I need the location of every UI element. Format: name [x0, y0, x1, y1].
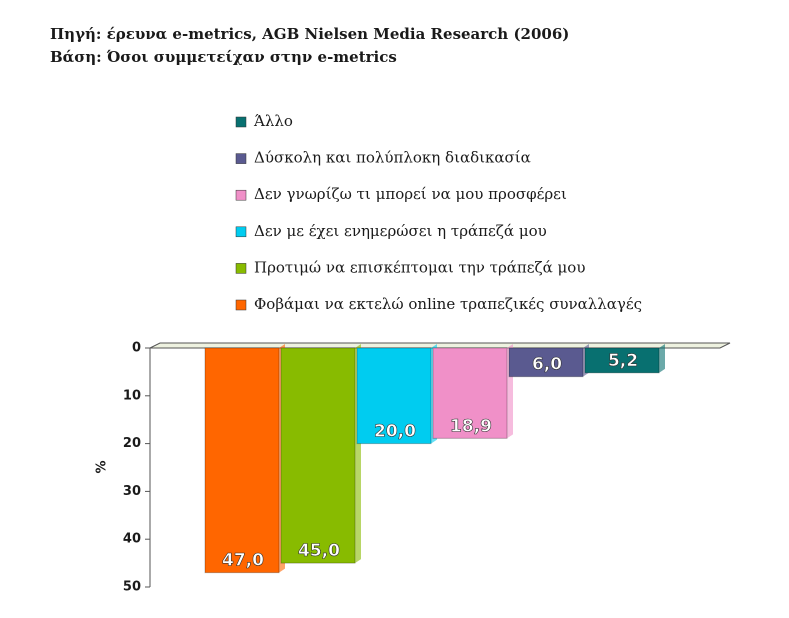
- legend-label: Άλλο: [253, 112, 293, 130]
- legend-swatch: [235, 299, 247, 311]
- value-label: 18,9: [450, 416, 492, 436]
- legend-label: Δεν με έχει ενημερώσει η τράπεζά μου: [254, 222, 547, 240]
- y-tick-label: 20: [123, 436, 141, 451]
- value-label: 47,0: [222, 551, 264, 571]
- y-tick-label: 40: [123, 532, 141, 547]
- bar: [432, 347, 508, 439]
- floor: [149, 342, 731, 349]
- legend-swatch: [235, 226, 247, 238]
- bar: [584, 347, 660, 374]
- value-label: 20,0: [374, 422, 416, 442]
- legend-label: Δύσκολη και πολύπλοκη διαδικασία: [254, 149, 531, 167]
- legend-swatch: [235, 263, 247, 274]
- y-tick-label: 30: [123, 484, 141, 499]
- chart-subtitle: Βάση: Όσοι συμμετείχαν στην e-metrics: [50, 48, 397, 66]
- legend-label: Προτιμώ να επισκέπτομαι την τράπεζά μου: [254, 258, 585, 276]
- bar-side: [659, 344, 665, 373]
- value-label: 5,2: [608, 351, 638, 371]
- value-label: 6,0: [532, 355, 562, 375]
- bar: [280, 347, 356, 564]
- value-label: 45,0: [298, 541, 340, 561]
- y-axis-label: %: [95, 460, 110, 473]
- legend-swatch: [235, 189, 247, 201]
- bar: [204, 347, 280, 574]
- legend-label: Δεν γνωρίζω τι μπορεί να μου προσφέρει: [254, 185, 567, 203]
- legend-swatch: [235, 116, 247, 128]
- bar: [508, 347, 584, 378]
- y-tick-label: 10: [123, 388, 141, 403]
- chart-title: Πηγή: έρευνα e-metrics, AGB Nielsen Medi…: [50, 25, 569, 43]
- y-tick-label: 50: [123, 580, 141, 595]
- bar: [356, 347, 432, 445]
- legend-label: Φοβάμαι να εκτελώ online τραπεζικές συνα…: [254, 295, 642, 313]
- y-tick-label: 0: [132, 341, 141, 356]
- legend-swatch: [235, 153, 247, 164]
